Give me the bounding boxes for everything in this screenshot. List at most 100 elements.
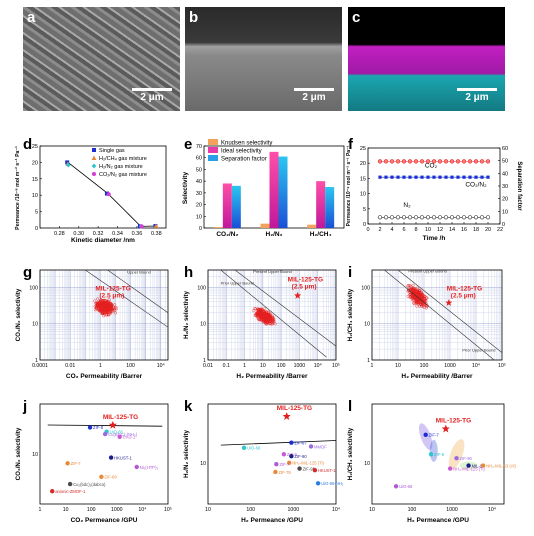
data-point <box>289 440 294 445</box>
x-tick-label: 100 <box>277 363 286 369</box>
literature-data-point <box>268 316 272 320</box>
y-tick-label: 10 <box>200 461 206 467</box>
literature-data-point <box>421 304 425 308</box>
data-point <box>395 215 401 220</box>
data-point <box>395 159 401 164</box>
legend-label: Knudsen selectivity <box>221 141 272 147</box>
data-point <box>443 215 449 220</box>
data-point <box>485 159 491 164</box>
x-tick-label: 0.01 <box>203 363 213 369</box>
data-point <box>273 469 278 475</box>
point-label: MIL-125-TG <box>277 405 312 412</box>
data-point <box>423 432 428 437</box>
point-label: HKUST-1 <box>318 468 336 473</box>
data-point-co2-n2 <box>139 224 144 229</box>
literature-data-point <box>256 311 260 315</box>
chart-i: 1 10 100 1000 10⁴ 10⁵ 1 10 100 H₂/CH₄ selectivity… <box>347 268 506 380</box>
bar <box>307 224 317 228</box>
literature-data-point <box>415 299 419 303</box>
literature-data-point <box>421 303 425 307</box>
y-tick-label: 20 <box>196 203 202 209</box>
highlight-sublabel: (2.5 μm) <box>292 283 317 290</box>
x-axis-label: Kinetic diameter /nm <box>71 237 135 244</box>
literature-data-point <box>263 315 267 319</box>
y-tick-label: 100 <box>197 285 206 291</box>
data-point <box>467 215 473 220</box>
point-label: ZIF-7 <box>279 462 290 467</box>
literature-data-point <box>411 296 415 300</box>
literature-data-point <box>102 304 106 308</box>
y-tick-label: 1 <box>203 358 206 364</box>
x-tick-label: 10⁵ <box>164 507 172 513</box>
literature-data-point <box>260 314 264 318</box>
data-point <box>383 159 389 164</box>
literature-data-point <box>421 300 425 304</box>
scale-bar-b: 2 μm <box>294 88 334 103</box>
data-point <box>389 159 395 164</box>
literature-data-point <box>105 307 109 311</box>
y-tick-label: 30 <box>196 191 202 197</box>
x-tick-label: 10⁴ <box>314 363 322 369</box>
x-tick-label: 10 <box>425 227 431 233</box>
data-point <box>65 461 70 466</box>
x-tick-label: 10 <box>260 363 266 369</box>
bar <box>213 227 223 228</box>
data-point <box>377 159 383 164</box>
legend-label: H₂/N₂ gas mixture <box>99 164 143 170</box>
literature-data-point <box>99 309 103 313</box>
annotation: N₂ <box>403 202 411 209</box>
highlight-star <box>445 299 453 306</box>
y-tick-label: 20 <box>32 160 38 166</box>
plot-frame <box>371 269 503 361</box>
data-point-co2-n2 <box>106 192 111 197</box>
bar <box>278 156 288 228</box>
y-tick-label: 15 <box>32 177 38 183</box>
data-point <box>473 215 479 220</box>
bound-label: Prior Upper Bound <box>462 348 495 353</box>
data-point <box>426 175 430 179</box>
point-label: UiO-66 <box>110 429 124 434</box>
point-label: MMOF <box>314 444 327 449</box>
bound-label: Upper Bound <box>127 270 151 275</box>
data-point <box>401 215 407 220</box>
data-point <box>108 455 114 460</box>
x-tick-label: 10⁴ <box>488 507 496 513</box>
plot-frame <box>371 403 505 505</box>
literature-data-point <box>254 312 258 316</box>
point-label: ZIF-8 <box>93 425 104 430</box>
data-point <box>393 484 399 489</box>
panel-label-g: g <box>23 264 33 281</box>
x-axis-label: Time /h <box>423 235 446 242</box>
data-point <box>297 466 302 471</box>
y-tick-label: 10 <box>360 192 366 198</box>
data-point <box>425 215 431 220</box>
data-point <box>308 444 314 449</box>
data-point <box>384 175 388 179</box>
sem-cross-section-image <box>185 7 342 111</box>
panel-label-k: k <box>184 398 193 415</box>
x-tick-label: 0.34 <box>112 231 123 237</box>
panel-label-e: e <box>184 136 193 153</box>
literature-data-point <box>260 307 264 311</box>
legend-label: H₂/CH₄ gas mixture <box>99 156 147 162</box>
highlight-sublabel: (2.5 μm) <box>99 293 124 300</box>
data-point <box>87 425 93 430</box>
data-point <box>407 215 413 220</box>
data-point <box>449 215 455 220</box>
x-tick-label: 10⁴ <box>138 507 146 513</box>
y-tick-label: 1 <box>367 358 370 364</box>
data-point <box>274 461 279 467</box>
bound-label: Prior Upper Bound <box>221 280 254 285</box>
y-tick-label: 10 <box>32 452 38 458</box>
x-tick-label: 1000 <box>446 507 458 513</box>
x-tick-label: 16 <box>461 227 467 233</box>
y-tick-label: 25 <box>32 144 38 150</box>
x-tick-label: 10⁴ <box>157 363 165 369</box>
chart-e: 0 10 20 30 40 50 60 70 Selectivity CO₂/N₂ H₂/N₂ H₂/… <box>182 139 345 238</box>
literature-data-point <box>109 306 113 310</box>
point-label: ZIF-7 <box>71 461 82 466</box>
data-point <box>466 463 471 468</box>
x-tick-label: 0.38 <box>151 231 162 237</box>
data-point <box>444 175 448 179</box>
literature-data-point <box>102 314 106 318</box>
